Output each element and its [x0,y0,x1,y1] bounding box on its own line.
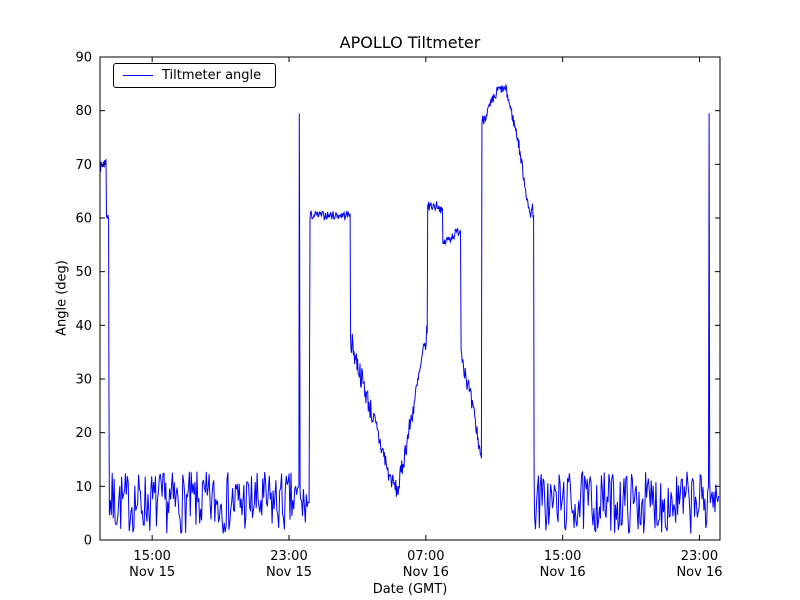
y-tick-label: 40 [75,319,92,334]
x-tick-time-label: 15:00 [544,549,581,564]
chart-title: APOLLO Tiltmeter [339,33,481,52]
x-tick-time-label: 23:00 [681,549,718,564]
x-tick-date-label: Nov 16 [403,565,449,580]
y-tick-label: 10 [75,480,92,495]
y-tick-label: 30 [75,373,92,388]
tiltmeter-angle-line [100,83,720,535]
x-tick-date-label: Nov 15 [266,565,312,580]
x-tick-time-label: 07:00 [407,549,444,564]
legend: Tiltmeter angle [113,63,277,88]
x-tick-date-label: Nov 15 [129,565,175,580]
legend-line-sample [123,75,153,76]
x-axis-label: Date (GMT) [372,582,448,597]
y-tick-label: 0 [84,534,92,549]
x-tick-time-label: 15:00 [133,549,170,564]
y-tick-label: 80 [75,104,92,119]
y-tick-label: 90 [75,51,92,66]
y-tick-label: 60 [75,212,92,227]
axes-frame [99,56,721,541]
y-tick-label: 70 [75,158,92,173]
x-tick-date-label: Nov 16 [540,565,586,580]
y-tick-label: 50 [75,265,92,280]
y-tick-label: 20 [75,426,92,441]
x-tick-date-label: Nov 16 [676,565,722,580]
x-tick-time-label: 23:00 [270,549,307,564]
legend-label: Tiltmeter angle [162,68,262,83]
y-axis-label: Angle (deg) [54,260,70,336]
